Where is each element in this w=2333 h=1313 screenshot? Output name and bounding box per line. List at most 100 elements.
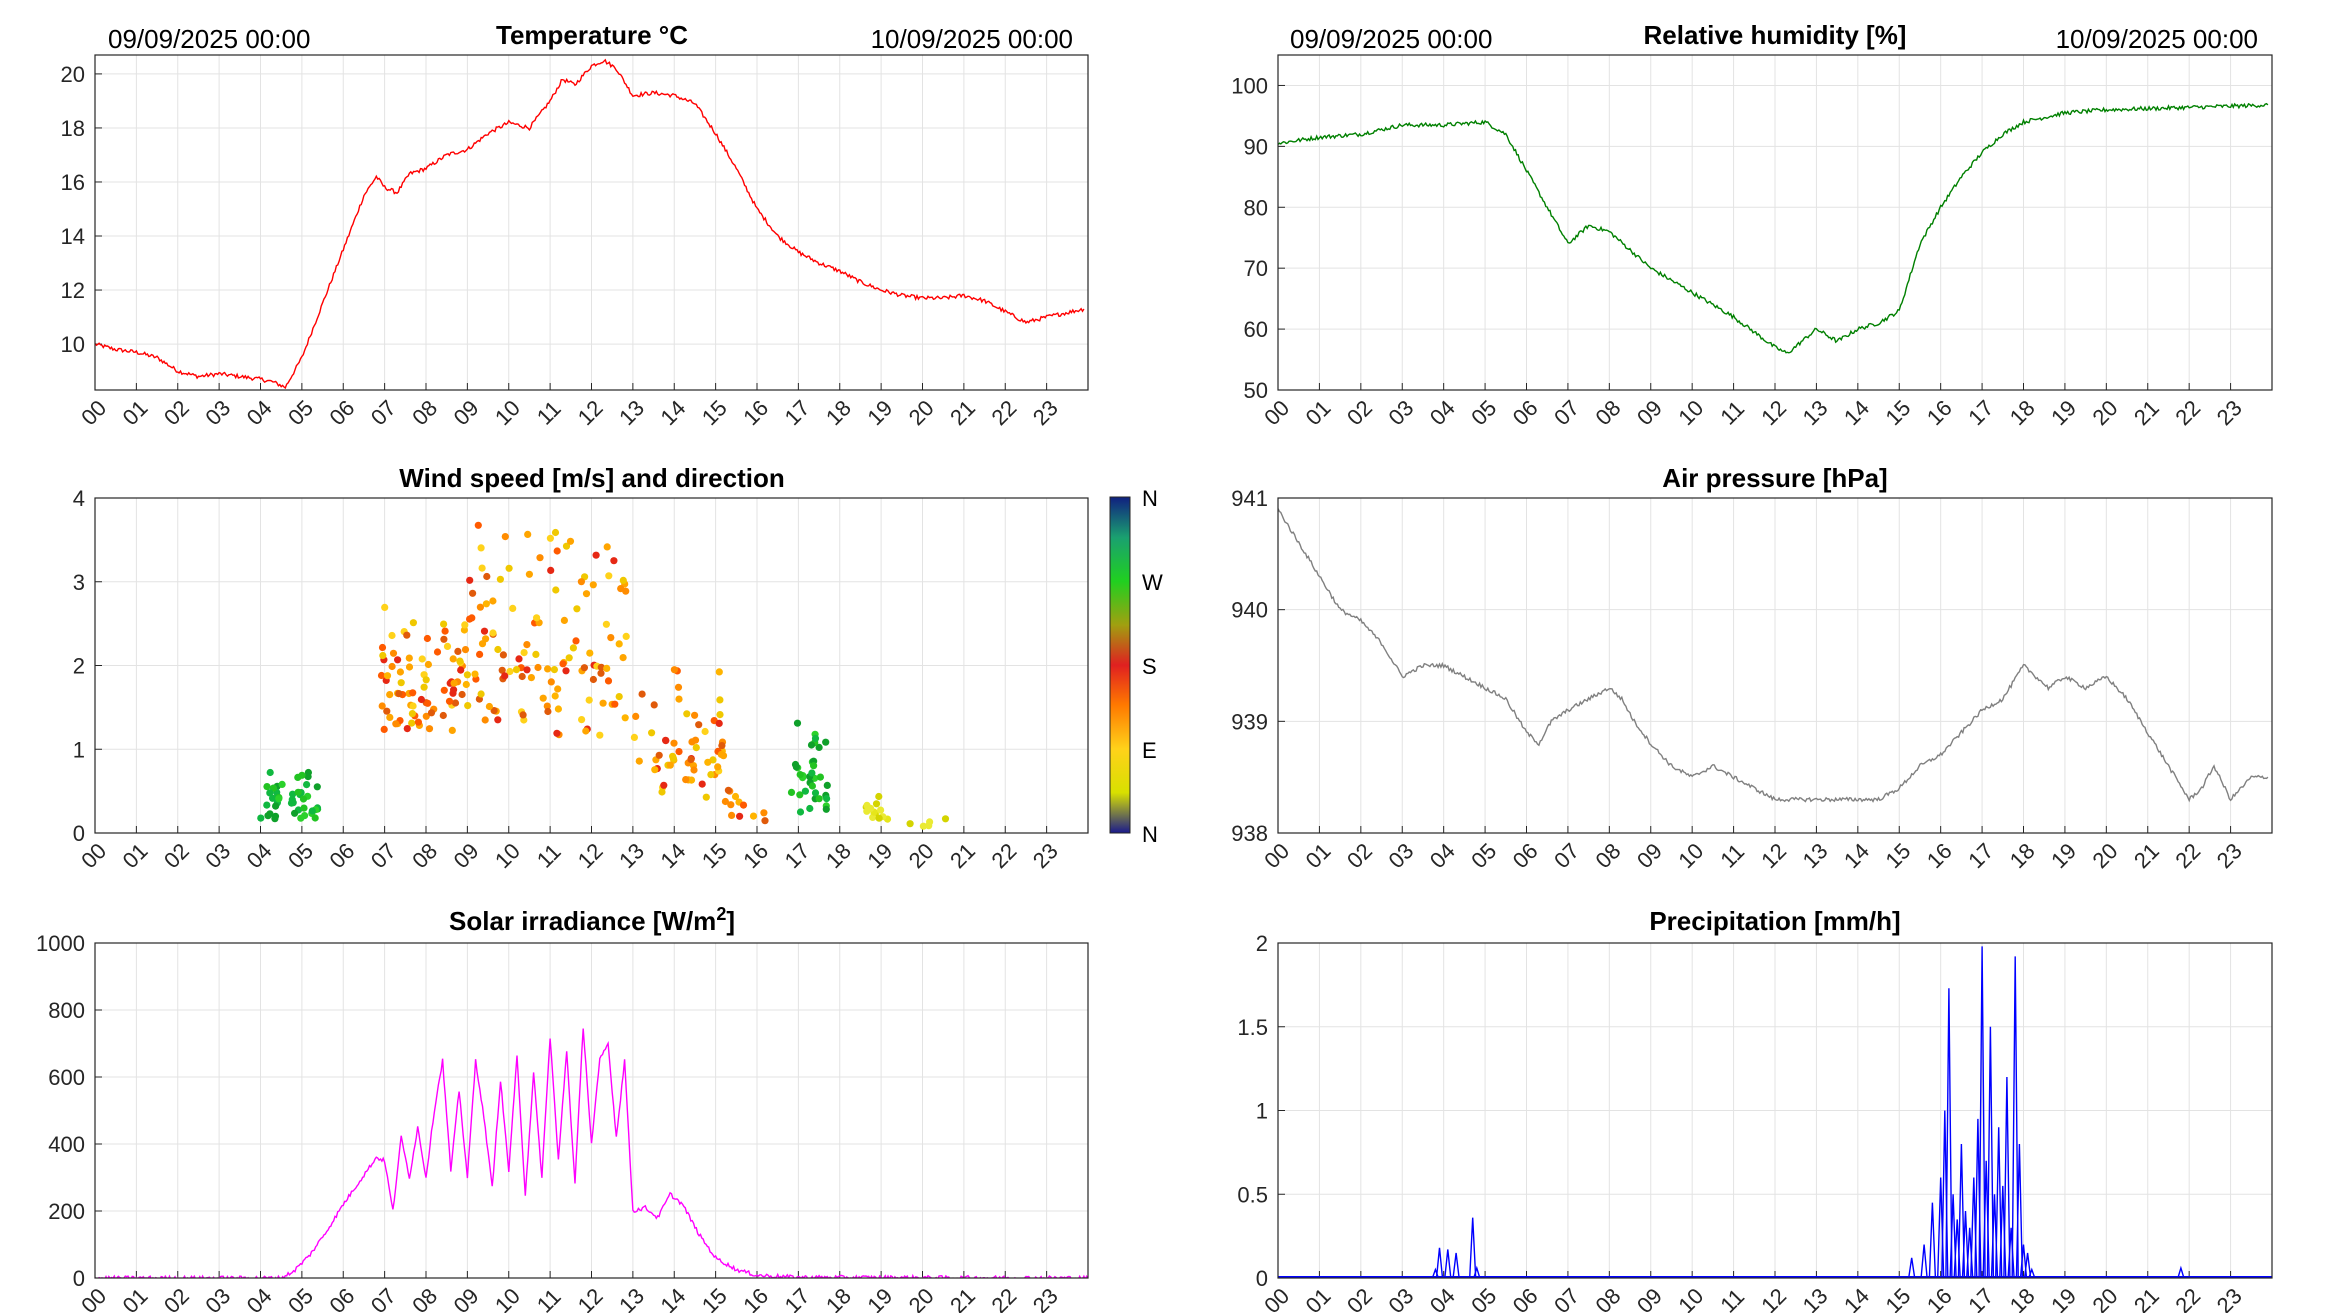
wind-point: [523, 641, 531, 649]
precipitation-chart: Precipitation [mm/h] 00 01 02 03 04 05 06 07 08 0…: [1237, 906, 2273, 1313]
wind-point: [441, 627, 449, 635]
wind-point: [702, 793, 710, 801]
pressure-xtick-label: 01: [1301, 838, 1336, 873]
wind-xtick-label: 03: [200, 838, 235, 873]
wind-point: [682, 776, 690, 784]
precip-xtick-label: 02: [1342, 1283, 1377, 1313]
pressure-xtick-label: 05: [1466, 838, 1501, 873]
solar-ytick-label: 0: [73, 1266, 85, 1291]
wind-xtick-label: 22: [986, 838, 1021, 873]
pressure-xtick-label: 06: [1508, 838, 1543, 873]
solar-xtick-label: 18: [821, 1283, 856, 1313]
humidity-ytick-label: 70: [1244, 256, 1268, 281]
pressure-series-line: [1278, 508, 2269, 803]
precip-ytick-label: 2: [1256, 931, 1268, 956]
temperature-xtick-label: 23: [1028, 395, 1063, 430]
precip-xtick-label: 07: [1549, 1283, 1584, 1313]
humidity-xtick-label: 07: [1549, 395, 1584, 430]
wind-point: [418, 655, 426, 663]
wind-point: [386, 713, 394, 722]
solar-xtick-label: 10: [490, 1283, 525, 1313]
wind-xtick-label: 17: [780, 838, 815, 873]
wind-point: [463, 671, 471, 679]
wind-point: [749, 812, 758, 820]
wind-point: [383, 672, 392, 680]
wind-point: [698, 780, 706, 788]
wind-point: [599, 699, 607, 707]
wind-point: [621, 714, 629, 722]
wind-point: [687, 755, 695, 764]
wind-xtick-label: 14: [655, 838, 690, 873]
wind-point: [544, 665, 552, 673]
precip-ytick-label: 1: [1256, 1099, 1268, 1124]
wind-point: [533, 614, 541, 622]
temperature-chart: 09/09/2025 00:00 Temperature °C 10/09/20…: [61, 20, 1089, 430]
temperature-xtick-label: 03: [200, 395, 235, 430]
wind-point: [822, 738, 830, 746]
wind-xtick-label: 11: [532, 839, 566, 873]
wind-point: [466, 615, 474, 623]
temperature-ytick-label: 14: [61, 224, 85, 249]
wind-point: [449, 655, 457, 663]
wind-xtick-label: 02: [159, 838, 194, 873]
wind-point: [562, 667, 570, 675]
wind-point: [289, 790, 297, 798]
wind-point: [490, 707, 498, 715]
precip-spike: [1995, 1127, 2003, 1278]
wind-ytick-label: 2: [73, 654, 85, 679]
wind-point: [269, 794, 277, 802]
wind-point: [619, 654, 627, 662]
precip-xtick-label: 22: [2170, 1283, 2205, 1313]
temperature-xtick-label: 20: [904, 395, 939, 430]
pressure-xtick-label: 08: [1591, 838, 1626, 873]
wind-point: [424, 699, 432, 707]
humidity-plot-area: 00 01 02 03 04 05 06 07 08 09 10 11 12 13 14 15 16 17 18 19…: [1231, 54, 2273, 430]
colorbar-gradient: [1109, 496, 1131, 834]
solar-xtick-label: 17: [780, 1283, 815, 1313]
humidity-ytick-label: 90: [1244, 134, 1268, 159]
temperature-xtick-label: 10: [490, 395, 525, 430]
wind-point: [605, 572, 613, 580]
wind-xtick-label: 10: [490, 838, 525, 873]
wind-point: [731, 792, 740, 801]
wind-point: [638, 690, 646, 698]
temperature-title: Temperature °C: [496, 20, 688, 50]
pressure-plot-area: 00 01 02 03 04 05 06 07 08 09 10 11 12 13 14 15 16 17 18 19…: [1231, 486, 2273, 873]
wind-direction-colorbar: N W S E N: [1109, 486, 1163, 847]
solar-xtick-label: 15: [697, 1283, 732, 1313]
humidity-xtick-label: 19: [2046, 395, 2081, 430]
wind-point: [808, 782, 817, 790]
wind-point: [378, 643, 387, 652]
wind-point: [483, 572, 491, 581]
wind-point: [760, 809, 768, 817]
wind-point: [405, 654, 413, 662]
precip-spike: [2023, 1252, 2032, 1278]
wind-point: [560, 616, 569, 625]
pressure-xtick-label: 23: [2212, 838, 2247, 873]
wind-point: [266, 789, 274, 797]
wind-point: [569, 644, 578, 652]
wind-point: [313, 783, 321, 791]
wind-point: [461, 621, 469, 629]
wind-point: [466, 576, 474, 584]
wind-point: [617, 585, 625, 593]
humidity-title: Relative humidity [%]: [1644, 20, 1907, 50]
wind-point: [674, 683, 683, 691]
colorbar-label-n-bottom: N: [1142, 822, 1158, 847]
wind-point: [520, 649, 528, 657]
wind-point: [501, 533, 509, 541]
temperature-xtick-label: 12: [573, 395, 608, 430]
precip-ytick-label: 0.5: [1237, 1182, 1268, 1207]
temperature-xtick-label: 13: [614, 395, 649, 430]
wind-point: [308, 807, 316, 815]
wind-point: [505, 564, 513, 572]
wind-point: [494, 716, 502, 724]
wind-point: [278, 780, 286, 789]
wind-point: [658, 788, 666, 796]
humidity-xtick-label: 12: [1756, 395, 1791, 430]
wind-ytick-label: 1: [73, 737, 85, 762]
wind-point: [482, 600, 490, 608]
wind-point: [577, 578, 586, 586]
wind-point: [714, 763, 722, 771]
temperature-xtick-label: 02: [159, 395, 194, 430]
